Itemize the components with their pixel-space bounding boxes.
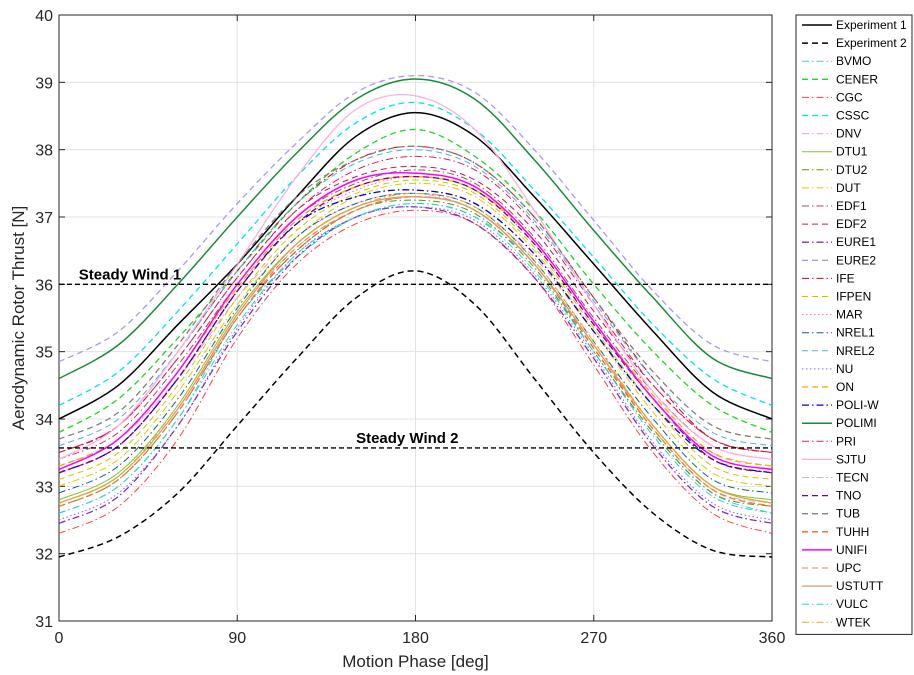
series-line-vulc (59, 202, 772, 514)
series-line-cssc (59, 101, 772, 407)
legend-label-edf1: EDF1 (836, 199, 867, 213)
x-axis-label: Motion Phase [deg] (342, 652, 488, 671)
series-line-pri (59, 155, 772, 454)
legend-label-eure1: EURE1 (836, 235, 876, 249)
series-line-eure2 (59, 74, 772, 363)
legend-label-tub: TUB (836, 507, 860, 521)
legend-label-cener: CENER (836, 72, 878, 86)
legend-label-tno: TNO (836, 489, 861, 503)
legend-label-ifpen: IFPEN (836, 290, 871, 304)
steady-wind-label-2: Steady Wind 2 (356, 430, 458, 447)
y-tick-label-8: 39 (35, 75, 53, 92)
x-tick-label-4: 360 (759, 630, 786, 647)
y-tick-label-5: 36 (35, 277, 53, 294)
x-tick-label-2: 180 (402, 630, 429, 647)
steady-wind-label-1: Steady Wind 1 (79, 266, 181, 283)
legend-label-nrel2: NREL2 (836, 344, 875, 358)
legend-label-tuhh: TUHH (836, 525, 869, 539)
series-line-polimi (59, 78, 772, 380)
series-line-ifpen (59, 179, 772, 481)
series-line-cener (59, 128, 772, 434)
annotations: Steady Wind 1 Steady Wind 2 (59, 266, 772, 449)
y-tick-label-7: 38 (35, 143, 53, 160)
legend: Experiment 1 Experiment 2 BVMO CENER CGC CSSC… (795, 14, 913, 635)
legend-label-dut: DUT (836, 181, 861, 195)
x-tick-label-3: 270 (580, 630, 607, 647)
series-line-unifi (59, 172, 772, 471)
x-tick-label-1: 90 (228, 630, 246, 647)
legend-label-experiment-2: Experiment 2 (836, 36, 907, 50)
legend-label-nu: NU (836, 362, 853, 376)
y-axis-label: Aerodynamic Rotor Thrust [N] (9, 206, 28, 431)
y-tick-label-9: 40 (35, 8, 53, 25)
y-tick-label-0: 31 (35, 614, 53, 631)
legend-label-wtek: WTEK (836, 615, 871, 629)
legend-label-poli-w: POLI-W (836, 398, 879, 412)
legend-label-dnv: DNV (836, 127, 861, 141)
series-line-nrel1 (59, 192, 772, 494)
series-line-dut (59, 182, 772, 487)
series-line-tub (59, 145, 772, 440)
tick-labels: 0 90 180 270 360 31 32 33 34 35 36 37 38 39 40 (35, 8, 785, 647)
legend-label-sjtu: SJTU (836, 452, 866, 466)
legend-label-vulc: VULC (836, 597, 868, 611)
series-line-nu (59, 206, 772, 521)
legend-label-unifi: UNIFI (836, 543, 867, 557)
legend-label-dtu2: DTU2 (836, 163, 868, 177)
legend-label-cssc: CSSC (836, 109, 870, 123)
legend-label-upc: UPC (836, 561, 862, 575)
series-line-cgc (59, 209, 772, 534)
legend-label-nrel1: NREL1 (836, 326, 875, 340)
y-tick-label-2: 33 (35, 479, 53, 496)
x-tick-label-0: 0 (55, 630, 64, 647)
legend-label-mar: MAR (836, 308, 863, 322)
series-line-sjtu (59, 93, 772, 461)
legend-label-ustutt: USTUTT (836, 579, 884, 593)
series-lines (59, 74, 772, 558)
legend-label-on: ON (836, 380, 854, 394)
y-tick-label-3: 34 (35, 412, 53, 429)
legend-label-dtu1: DTU1 (836, 145, 868, 159)
legend-label-bvmo: BVMO (836, 54, 871, 68)
legend-label-polimi: POLIMI (836, 416, 877, 430)
series-line-experiment-2 (59, 270, 772, 558)
y-tick-label-1: 32 (35, 547, 53, 564)
series-line-tno (59, 175, 772, 474)
axes (58, 14, 773, 622)
legend-label-eure2: EURE2 (836, 253, 876, 267)
legend-label-ife: IFE (836, 271, 855, 285)
legend-label-tecn: TECN (836, 471, 869, 485)
series-line-experiment-1 (59, 111, 772, 420)
legend-label-edf2: EDF2 (836, 217, 867, 231)
series-line-edf1 (59, 169, 772, 460)
legend-label-pri: PRI (836, 434, 856, 448)
legend-label-experiment-1: Experiment 1 (836, 18, 907, 32)
legend-label-cgc: CGC (836, 90, 863, 104)
y-tick-label-6: 37 (35, 210, 53, 227)
y-tick-label-4: 35 (35, 345, 53, 362)
